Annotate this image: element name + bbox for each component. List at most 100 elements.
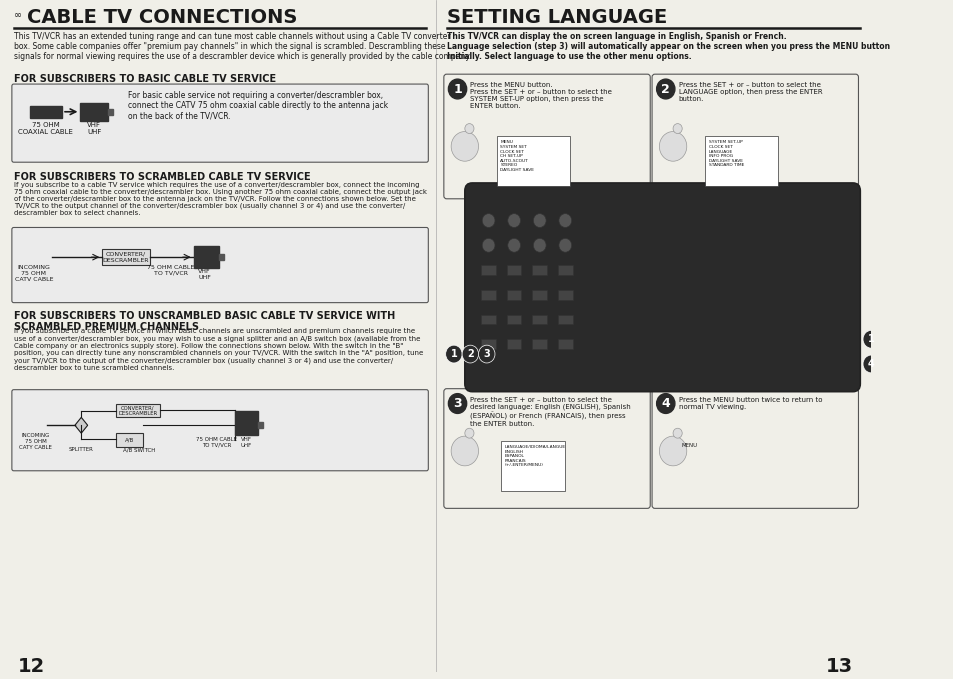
Text: SETTING LANGUAGE: SETTING LANGUAGE (446, 8, 666, 27)
Bar (532, 290, 546, 299)
Circle shape (533, 214, 545, 227)
Bar (193, 246, 219, 268)
FancyBboxPatch shape (11, 84, 428, 162)
Bar (506, 314, 521, 325)
Bar (501, 441, 565, 490)
Circle shape (656, 79, 674, 99)
Circle shape (478, 345, 495, 363)
Circle shape (451, 132, 478, 161)
Text: LANGUAGE/IDIOMA/LANGUE
ENGLISH
ESPANOL
FRANCAIS
(+/-ENTER/MENU): LANGUAGE/IDIOMA/LANGUE ENGLISH ESPANOL F… (504, 445, 565, 467)
Circle shape (448, 79, 466, 99)
Circle shape (862, 355, 879, 373)
Bar (497, 136, 569, 186)
Bar (480, 265, 496, 275)
Text: This TV/VCR has an extended tuning range and can tune most cable channels withou: This TV/VCR has an extended tuning range… (13, 32, 471, 61)
Text: 4: 4 (867, 359, 874, 369)
Bar (116, 403, 160, 418)
Polygon shape (74, 418, 88, 433)
Circle shape (451, 436, 478, 466)
Circle shape (481, 214, 495, 227)
Bar (532, 340, 546, 349)
FancyBboxPatch shape (11, 390, 428, 471)
Bar (258, 422, 263, 428)
Text: INCOMING
75 OHM
CATY CABLE: INCOMING 75 OHM CATY CABLE (19, 433, 52, 449)
Bar (480, 314, 496, 325)
Bar (480, 290, 496, 299)
Text: 2: 2 (466, 349, 474, 359)
Circle shape (507, 238, 520, 252)
Text: 12: 12 (18, 657, 46, 676)
Bar (506, 265, 521, 275)
Text: FOR SUBSCRIBERS TO BASIC CABLE TV SERVICE: FOR SUBSCRIBERS TO BASIC CABLE TV SERVIC… (13, 74, 275, 84)
Circle shape (673, 124, 681, 134)
Text: If you subscribe to a cable TV service which requires the use of a converter/des: If you subscribe to a cable TV service w… (13, 182, 426, 217)
Text: Press the SET + or – button to select the
desired language: English (ENGLISH), S: Press the SET + or – button to select th… (470, 397, 631, 426)
Text: A/B SWITCH: A/B SWITCH (123, 447, 154, 452)
Circle shape (533, 238, 545, 252)
Text: 13: 13 (825, 657, 852, 676)
Text: 1: 1 (867, 334, 874, 344)
Bar (219, 254, 224, 260)
Circle shape (558, 214, 571, 227)
Text: VHF
UHF: VHF UHF (241, 437, 252, 448)
Text: Press the MENU button twice to return to
normal TV viewing.: Press the MENU button twice to return to… (678, 397, 821, 409)
Text: VHF
UHF: VHF UHF (87, 122, 101, 134)
Bar (102, 249, 150, 265)
Text: 2: 2 (660, 83, 669, 96)
Bar (532, 314, 546, 325)
Text: This TV/VCR can display the on screen language in English, Spanish or French.
La: This TV/VCR can display the on screen la… (446, 32, 889, 61)
Text: 1: 1 (450, 349, 456, 359)
Circle shape (507, 214, 520, 227)
Text: SPLITTER: SPLITTER (69, 447, 93, 452)
Text: 3: 3 (453, 397, 461, 410)
Circle shape (461, 345, 478, 363)
Bar (506, 340, 521, 349)
Bar (558, 290, 572, 299)
Circle shape (464, 428, 474, 438)
FancyBboxPatch shape (443, 74, 650, 199)
Text: VHF
UHF: VHF UHF (198, 269, 211, 280)
Circle shape (464, 124, 474, 134)
Circle shape (481, 238, 495, 252)
Text: FOR SUBSCRIBERS TO SCRAMBLED CABLE TV SERVICE: FOR SUBSCRIBERS TO SCRAMBLED CABLE TV SE… (13, 172, 310, 182)
Circle shape (659, 132, 686, 161)
Bar (558, 265, 572, 275)
Text: CONVERTER/
DESCRAMBLER: CONVERTER/ DESCRAMBLER (103, 252, 149, 263)
Bar (480, 340, 496, 349)
Text: CABLE TV CONNECTIONS: CABLE TV CONNECTIONS (28, 8, 297, 27)
Text: A/B: A/B (125, 438, 134, 443)
FancyBboxPatch shape (464, 183, 860, 392)
Bar (80, 103, 108, 121)
Circle shape (656, 394, 674, 414)
FancyBboxPatch shape (652, 74, 858, 199)
Bar (558, 340, 572, 349)
Text: 4: 4 (660, 397, 669, 410)
Text: 3: 3 (483, 349, 490, 359)
Circle shape (448, 394, 466, 414)
Bar (234, 411, 258, 435)
Text: FOR SUBSCRIBERS TO UNSCRAMBLED BASIC CABLE TV SERVICE WITH
SCRAMBLED PREMIUM CHA: FOR SUBSCRIBERS TO UNSCRAMBLED BASIC CAB… (13, 310, 395, 332)
Text: 75 OHM
COAXIAL CABLE: 75 OHM COAXIAL CABLE (18, 122, 73, 134)
Text: 75 OHM CABLE
TO TV/VCR: 75 OHM CABLE TO TV/VCR (195, 437, 236, 448)
Text: ∞: ∞ (13, 10, 22, 20)
Text: MENU: MENU (680, 443, 697, 448)
Text: 1: 1 (453, 83, 461, 96)
Text: CONVERTER/
DESCRAMBLER: CONVERTER/ DESCRAMBLER (118, 405, 157, 416)
Bar (558, 314, 572, 325)
Text: MENU
SYSTEM SET
CLOCK SET
CH SET-UP
AUTO-SCOUT
STEREO
DAYLIGHT SAVE: MENU SYSTEM SET CLOCK SET CH SET-UP AUTO… (500, 141, 534, 172)
FancyBboxPatch shape (652, 388, 858, 509)
FancyBboxPatch shape (443, 388, 650, 509)
Text: Press the MENU button.
Press the SET + or – button to select the
SYSTEM SET-UP o: Press the MENU button. Press the SET + o… (470, 82, 612, 109)
Text: 75 OHM CABLE
TO TV/VCR: 75 OHM CABLE TO TV/VCR (147, 265, 194, 276)
Bar (116, 433, 143, 447)
Text: If you subscribe to a cable TV service in which basic channels are unscrambled a: If you subscribe to a cable TV service i… (13, 329, 422, 371)
Circle shape (862, 331, 879, 348)
Text: Press the SET + or – button to select the
LANGUAGE option, then press the ENTER
: Press the SET + or – button to select th… (678, 82, 821, 102)
Text: INCOMING
75 OHM
CATV CABLE: INCOMING 75 OHM CATV CABLE (14, 265, 53, 282)
Circle shape (445, 345, 461, 363)
Text: SYSTEM SET-UP
CLOCK SET
LANGUAGE
INFO PROG
DAYLIGHT SAVE
STANDARD TIME: SYSTEM SET-UP CLOCK SET LANGUAGE INFO PR… (708, 141, 743, 168)
Circle shape (558, 238, 571, 252)
Circle shape (673, 428, 681, 438)
Bar (30, 106, 62, 117)
Circle shape (659, 436, 686, 466)
